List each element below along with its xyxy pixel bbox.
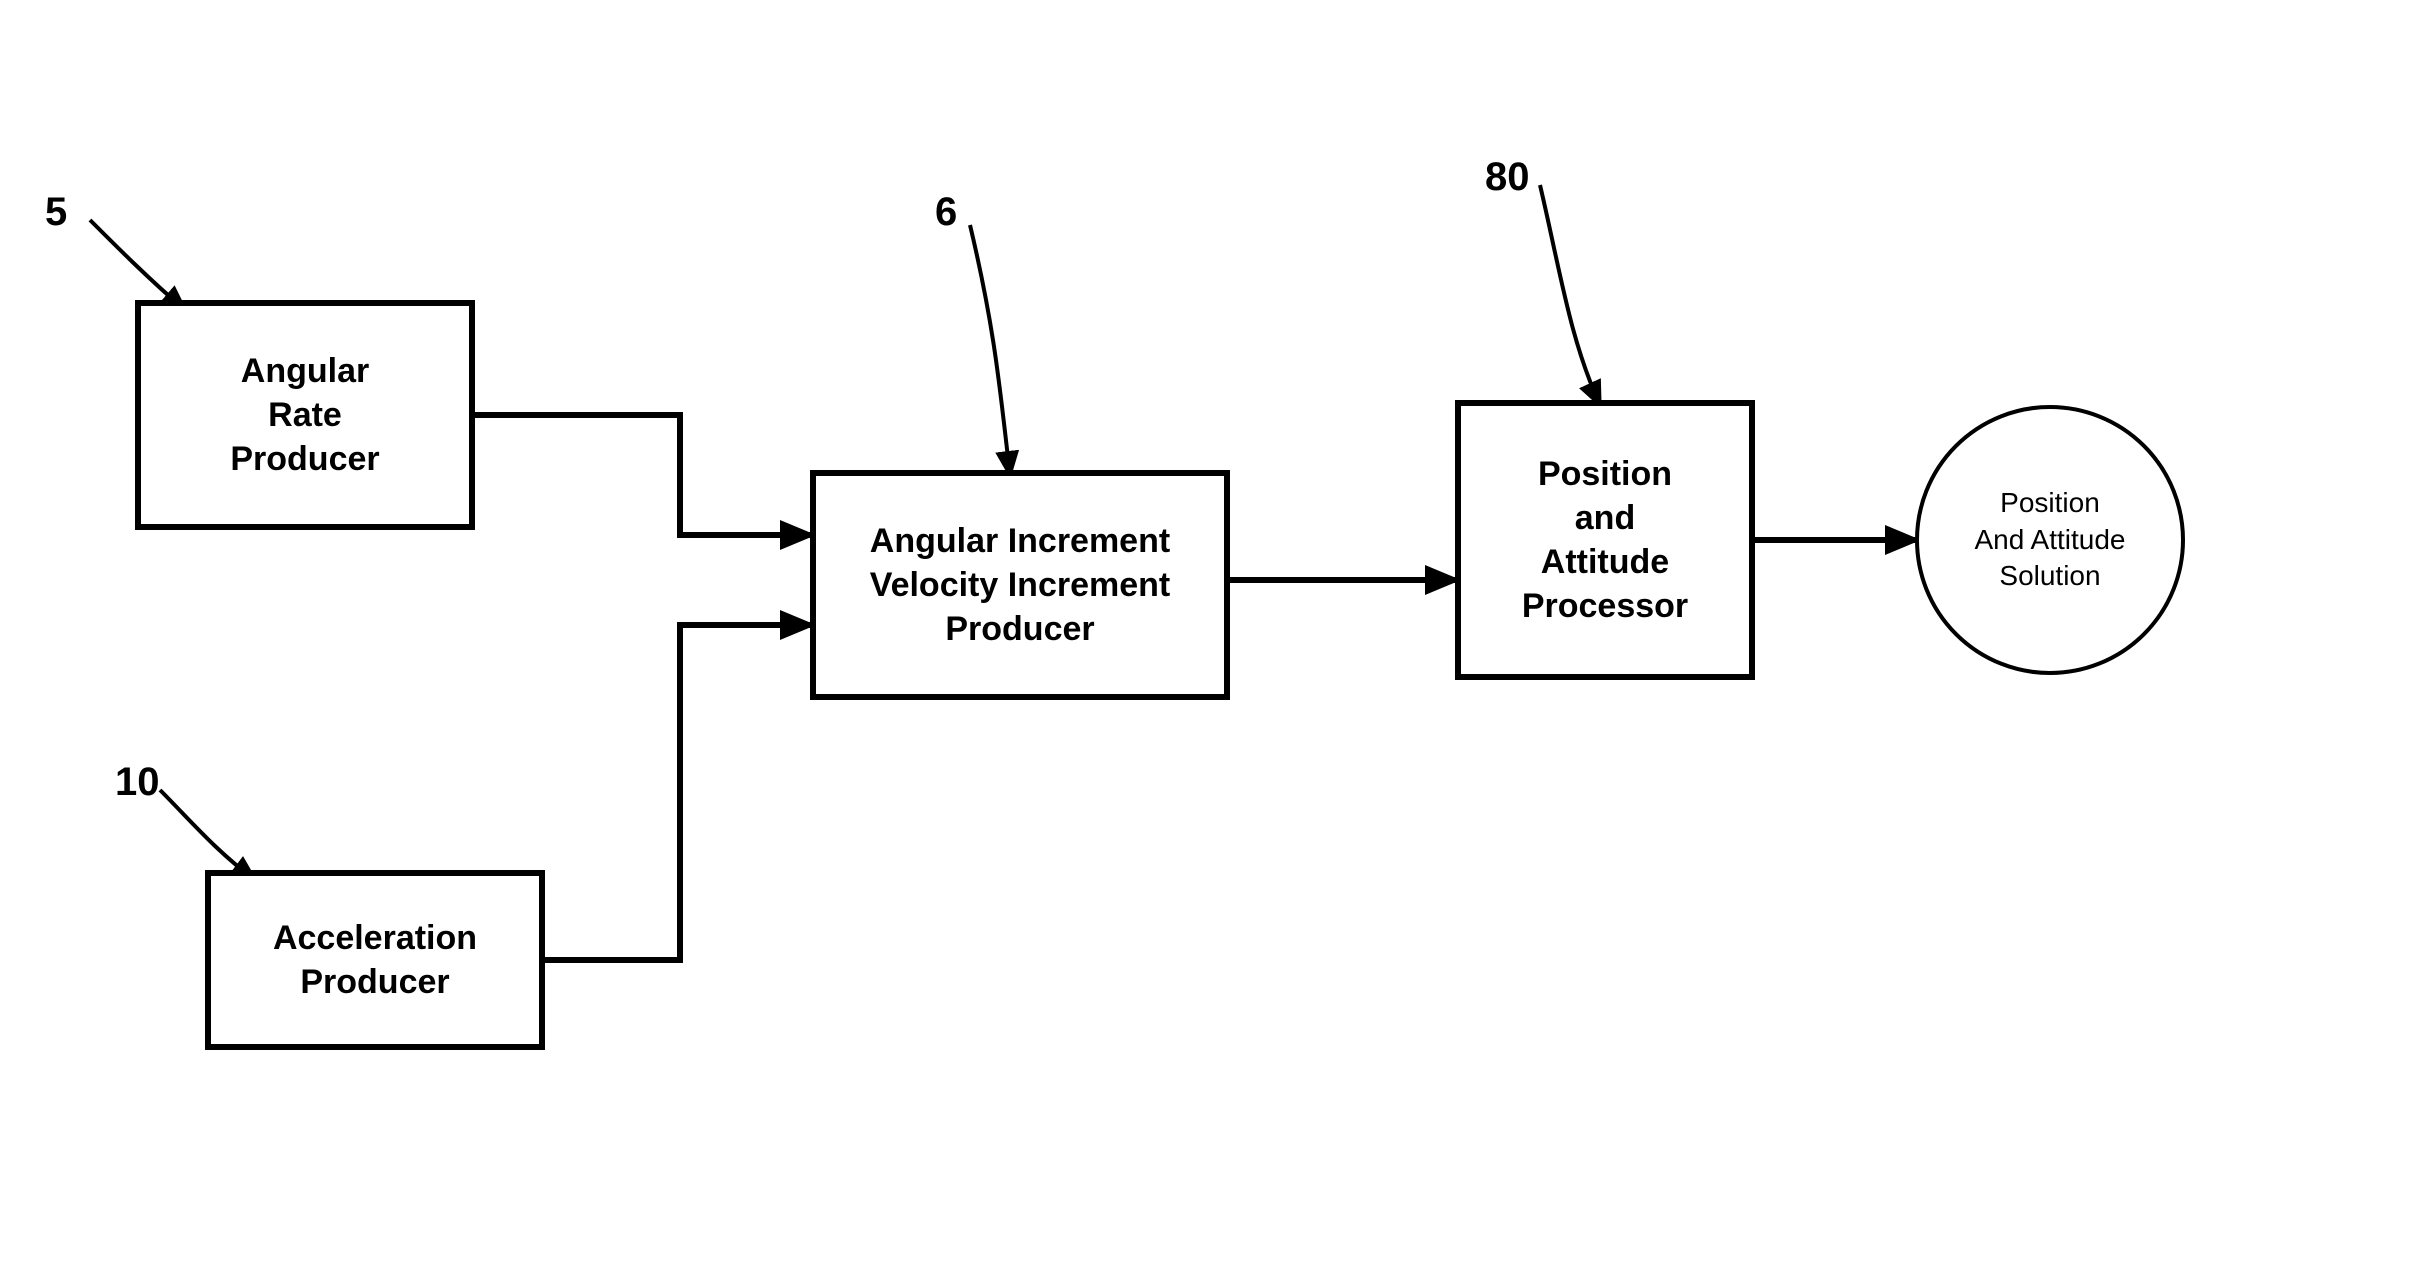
node-label-position_processor: PositionandAttitudeProcessor (1522, 452, 1688, 629)
ref-label-increment_producer: 6 (935, 190, 957, 235)
edge-acceleration-to-increment_producer (545, 625, 810, 960)
ref-pointer-80 (1540, 185, 1600, 405)
node-solution: PositionAnd AttitudeSolution (1915, 405, 2185, 675)
node-label-acceleration: AccelerationProducer (273, 916, 477, 1004)
ref-pointer-6 (970, 225, 1010, 475)
node-label-solution: PositionAnd AttitudeSolution (1974, 485, 2125, 594)
ref-label-acceleration: 10 (115, 760, 160, 805)
node-label-increment_producer: Angular IncrementVelocity IncrementProdu… (870, 519, 1170, 652)
ref-label-position_processor: 80 (1485, 155, 1530, 200)
node-angular_rate: AngularRateProducer (135, 300, 475, 530)
ref-pointer-5 (90, 220, 185, 310)
ref-label-angular_rate: 5 (45, 190, 67, 235)
node-label-angular_rate: AngularRateProducer (230, 349, 379, 482)
node-acceleration: AccelerationProducer (205, 870, 545, 1050)
edge-angular_rate-to-increment_producer (475, 415, 810, 535)
node-increment_producer: Angular IncrementVelocity IncrementProdu… (810, 470, 1230, 700)
node-position_processor: PositionandAttitudeProcessor (1455, 400, 1755, 680)
ref-pointer-10 (160, 790, 255, 880)
